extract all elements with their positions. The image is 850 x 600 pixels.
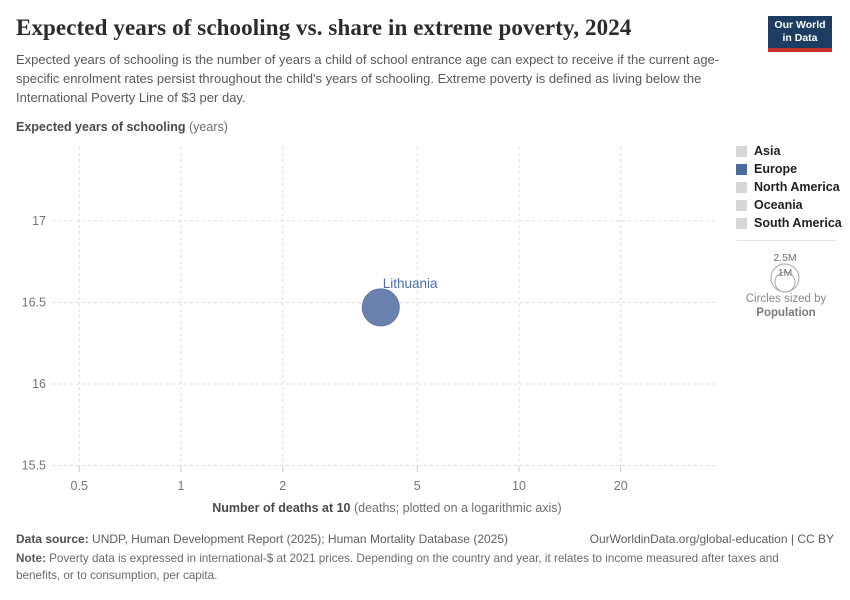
x-axis-title-unit: (deaths; plotted on a logarithmic axis) [350,501,562,515]
y-tick-label: 15.5 [22,459,46,473]
size-legend-caption-bold: Population [756,307,816,320]
y-tick-label: 16 [32,377,46,391]
legend-item-north-america[interactable]: North America [736,178,842,196]
legend-item-south-america[interactable]: South America [736,214,842,232]
y-axis-title: Expected years of schooling (years) [16,120,228,134]
x-tick-label: 2 [279,479,286,493]
footer-note-text: Poverty data is expressed in internation… [16,552,779,582]
x-tick-label: 20 [614,479,628,493]
footer-link[interactable]: OurWorldinData.org/global-education | CC… [589,532,834,546]
legend-item-asia[interactable]: Asia [736,142,842,160]
legend-item-oceania[interactable]: Oceania [736,196,842,214]
legend-swatch-europe [736,163,747,175]
y-axis-title-unit: (years) [185,120,228,134]
x-axis-title-bold: Number of deaths at 10 [212,501,351,515]
chart-subtitle: Expected years of schooling is the numbe… [16,52,720,105]
size-legend-inner-circle [774,271,796,293]
y-tick-label: 16.5 [22,296,46,310]
size-legend-caption-text: Circles sized by [745,293,827,305]
legend-label: South America [754,216,842,230]
size-legend-caption: Circles sized by Population [728,292,844,321]
legend-swatch-asia [736,145,747,157]
y-tick-label: 17 [32,214,46,228]
size-legend-inner-label: 1M [778,267,793,279]
x-axis-title: Number of deaths at 10 (deaths; plotted … [56,501,718,515]
size-legend: 2.5M 1M [770,252,800,293]
footer-note: Note: Poverty data is expressed in inter… [16,551,810,585]
x-tick-label: 5 [414,479,421,493]
size-legend-outer-label: 2.5M [773,252,796,264]
footer-source-prefix: Data source: [16,532,89,546]
x-tick-label: 1 [178,479,185,493]
x-tick-label: 10 [512,479,526,493]
legend-swatch-south-america [736,217,747,229]
continent-legend: Asia Europe North America Oceania South … [736,142,842,232]
legend-swatch-oceania [736,199,747,211]
y-axis-title-bold: Expected years of schooling [16,120,186,134]
chart-title: Expected years of schooling vs. share in… [16,15,632,40]
legend-swatch-north-america [736,181,747,193]
owid-logo[interactable]: Our World in Data [768,16,832,52]
footer-source-text: UNDP, Human Development Report (2025); H… [88,532,509,546]
data-point-lithuania[interactable] [361,288,400,327]
owid-logo-line1: Our World [774,18,826,31]
x-tick-label: 0.5 [71,479,88,493]
legend-item-europe[interactable]: Europe [736,160,842,178]
footer-source-row: Data source: UNDP, Human Development Rep… [16,532,834,546]
owid-logo-line2: in Data [782,32,818,44]
legend-label: North America [754,180,840,194]
legend-label: Europe [754,162,798,176]
legend-label: Oceania [754,198,803,212]
footer-note-prefix: Note: [16,552,46,565]
legend-divider [737,240,836,241]
data-point-label: Lithuania [383,276,438,291]
legend-label: Asia [754,144,781,158]
footer-source: Data source: UNDP, Human Development Rep… [16,532,508,546]
